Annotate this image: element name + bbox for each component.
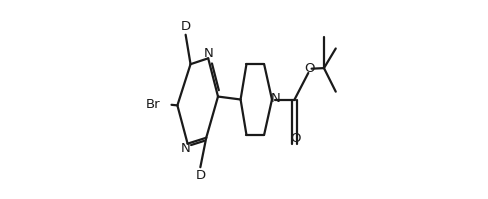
Text: O: O	[304, 62, 314, 75]
Text: D: D	[180, 20, 190, 33]
Text: Br: Br	[146, 98, 161, 111]
Text: D: D	[195, 169, 205, 181]
Text: N: N	[203, 47, 213, 60]
Text: N: N	[270, 92, 280, 105]
Text: O: O	[289, 132, 300, 145]
Text: N: N	[180, 142, 190, 155]
